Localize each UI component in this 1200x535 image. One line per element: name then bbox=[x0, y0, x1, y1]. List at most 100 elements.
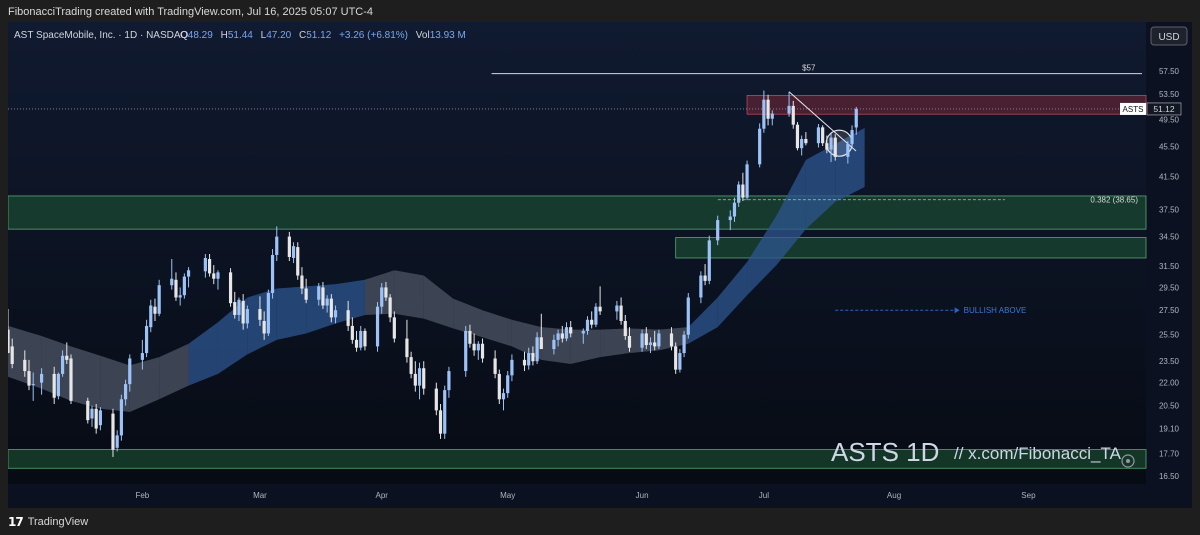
price-tick-label: 37.50 bbox=[1159, 206, 1180, 215]
resistance-zone bbox=[746, 94, 1147, 115]
candle-body bbox=[140, 353, 144, 360]
candle-body bbox=[539, 337, 543, 350]
candle-body bbox=[270, 254, 275, 293]
candle-body bbox=[506, 375, 510, 394]
price-chart[interactable]: $57 0.382 (38.65) BULLISH ABOVE AST SpaceM… bbox=[6, 22, 1192, 508]
settings-button[interactable] bbox=[1121, 454, 1135, 468]
currency-button-frame[interactable] bbox=[1150, 26, 1188, 46]
candle-body bbox=[821, 127, 825, 144]
candle-body bbox=[854, 108, 858, 128]
price-tick-label: 20.50 bbox=[1159, 402, 1180, 411]
settings-icon-center[interactable] bbox=[1126, 459, 1130, 463]
candle-body bbox=[174, 279, 178, 298]
candle-body bbox=[657, 333, 661, 347]
level-57-label: $57 bbox=[802, 64, 816, 73]
cloud-segment bbox=[805, 143, 836, 230]
candle-body bbox=[98, 410, 102, 426]
candle-body bbox=[245, 309, 249, 324]
legend-change: +3.26 (+6.81%) bbox=[339, 30, 408, 41]
candle-body bbox=[737, 184, 741, 203]
candle-body bbox=[266, 292, 270, 334]
candle-body bbox=[510, 359, 514, 376]
candle-body bbox=[149, 305, 153, 328]
price-tick-label: 29.50 bbox=[1159, 283, 1180, 292]
chart-area[interactable]: $57 0.382 (38.65) BULLISH ABOVE AST SpaceM… bbox=[6, 22, 1192, 508]
candle-body bbox=[275, 236, 279, 255]
cloud-segment bbox=[600, 328, 630, 358]
candle-body bbox=[682, 334, 686, 354]
candle-body bbox=[552, 339, 556, 350]
candle-body bbox=[52, 373, 56, 398]
currency-button-label[interactable]: USD bbox=[1158, 32, 1179, 43]
candle-body bbox=[493, 358, 497, 374]
legend-volume-value: 13.93 M bbox=[430, 30, 466, 41]
price-tick-label: 22.00 bbox=[1159, 379, 1180, 388]
price-axis[interactable]: 57.50 53.50 49.50 45.50 41.50 37.50 34.50 31.50… bbox=[1159, 67, 1180, 481]
candle-body bbox=[287, 236, 291, 257]
candle-body bbox=[359, 330, 363, 348]
candle-body bbox=[237, 299, 241, 315]
candle-body bbox=[115, 435, 119, 448]
candle-body bbox=[350, 325, 354, 340]
candle-body bbox=[480, 343, 485, 359]
price-axis-background bbox=[1146, 22, 1192, 484]
candle-body bbox=[598, 306, 602, 312]
candle-body bbox=[363, 330, 367, 347]
candle-body bbox=[128, 358, 132, 385]
cloud-segment bbox=[688, 297, 718, 344]
candle-body bbox=[535, 337, 539, 362]
cloud-segment bbox=[835, 128, 865, 202]
candle-body bbox=[644, 333, 648, 346]
candle-body bbox=[707, 240, 711, 281]
candle-body bbox=[291, 246, 296, 258]
candle-body bbox=[203, 257, 207, 272]
bullish-note-arrowhead bbox=[954, 307, 960, 314]
candle-body bbox=[569, 327, 573, 334]
cloud-segment bbox=[629, 328, 659, 354]
time-axis-background bbox=[8, 484, 1192, 508]
legend-volume-label: Vol bbox=[416, 30, 430, 41]
candle-body bbox=[678, 353, 682, 370]
price-tick-label: 57.50 bbox=[1159, 67, 1180, 76]
time-tick-label: Jul bbox=[759, 491, 769, 500]
legend-open-value: 48.29 bbox=[188, 30, 213, 41]
cloud-segment bbox=[423, 275, 454, 329]
cloud-segment bbox=[717, 262, 748, 328]
candle-body bbox=[787, 105, 791, 114]
candle-body bbox=[384, 287, 388, 298]
candle-body bbox=[531, 353, 535, 362]
time-tick-label: Sep bbox=[1021, 491, 1036, 500]
price-tick-label: 31.50 bbox=[1159, 262, 1180, 271]
price-tick-label: 49.50 bbox=[1159, 115, 1180, 124]
cloud-segment bbox=[658, 327, 689, 351]
candle-body bbox=[464, 330, 468, 372]
legend-low-value: 47.20 bbox=[266, 30, 291, 41]
time-axis[interactable]: Feb Mar Apr May Jun Jul Aug Sep bbox=[135, 491, 1036, 500]
cloud-segment bbox=[511, 319, 542, 360]
candle-body bbox=[262, 321, 266, 334]
candle-body bbox=[119, 399, 123, 436]
candle-body bbox=[417, 368, 422, 386]
candle-body bbox=[354, 339, 359, 348]
candle-body bbox=[758, 128, 762, 165]
candle-body bbox=[123, 384, 128, 400]
cloud-segment bbox=[747, 215, 777, 296]
candle-body bbox=[23, 359, 27, 372]
price-tag-value: 51.12 bbox=[1153, 104, 1175, 114]
settings-icon[interactable] bbox=[1121, 454, 1135, 468]
cloud-segment bbox=[41, 335, 71, 401]
candle-body bbox=[413, 373, 417, 386]
candle-body bbox=[594, 306, 598, 325]
candle-body bbox=[829, 137, 833, 150]
price-tag: ASTS 51.12 bbox=[1120, 102, 1182, 116]
candle-body bbox=[56, 373, 60, 397]
cloud-layer bbox=[8, 128, 865, 412]
candle-body bbox=[392, 317, 396, 339]
candle-body bbox=[674, 346, 678, 370]
currency-button[interactable]: USD bbox=[1150, 26, 1188, 46]
candle-body bbox=[732, 202, 737, 217]
candle-body bbox=[527, 353, 531, 366]
candle-body bbox=[804, 138, 808, 144]
cloud-segment bbox=[100, 355, 130, 412]
candle-body bbox=[27, 371, 31, 386]
